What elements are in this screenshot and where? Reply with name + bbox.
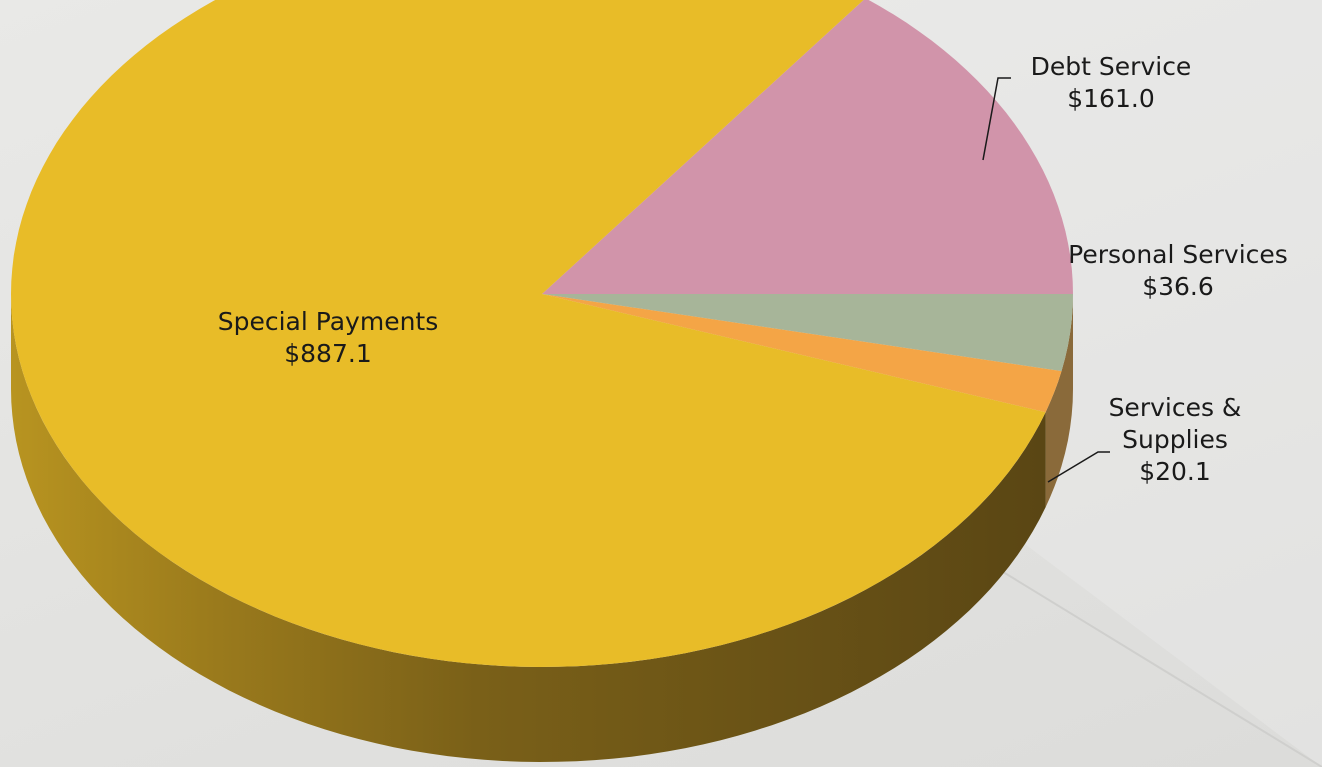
data-label-services-supplies: Services & Supplies $20.1 — [1109, 393, 1242, 486]
data-label-line: Debt Service — [1031, 52, 1192, 81]
data-label-line: Personal Services — [1068, 240, 1288, 269]
leader-debt-service — [982, 77, 1011, 161]
pie-slice-services-supplies — [542, 294, 1062, 413]
data-label-line: Services & — [1109, 393, 1242, 422]
data-label-special-payments: Special Payments $887.1 — [218, 307, 439, 368]
data-label-line: Special Payments — [218, 307, 439, 336]
data-label-line: $20.1 — [1139, 457, 1211, 486]
pie-top-face — [11, 0, 1073, 667]
pie-side-special-payments — [11, 294, 1046, 762]
data-label-personal-services: Personal Services $36.6 — [1068, 240, 1288, 301]
data-label-line: Supplies — [1122, 425, 1228, 454]
leader-lines — [982, 77, 1110, 483]
pie-side-wall — [11, 294, 1073, 762]
pie-slice-debt-service — [542, 0, 1073, 294]
pie-slice-personal-services — [542, 294, 1073, 372]
pie-side-personal-services — [1061, 294, 1073, 467]
data-label-line: $161.0 — [1067, 84, 1154, 113]
leader-services-supplies — [1047, 451, 1110, 483]
data-label-line: $36.6 — [1142, 272, 1214, 301]
data-label-debt-service: Debt Service $161.0 — [1031, 52, 1192, 113]
data-label-line: $887.1 — [284, 339, 371, 368]
pie-slice-special-payments — [11, 0, 1046, 667]
slice-labels: Special Payments $887.1 Debt Service $161.0… — [218, 52, 1288, 486]
pie-side-services-supplies — [1045, 371, 1062, 508]
